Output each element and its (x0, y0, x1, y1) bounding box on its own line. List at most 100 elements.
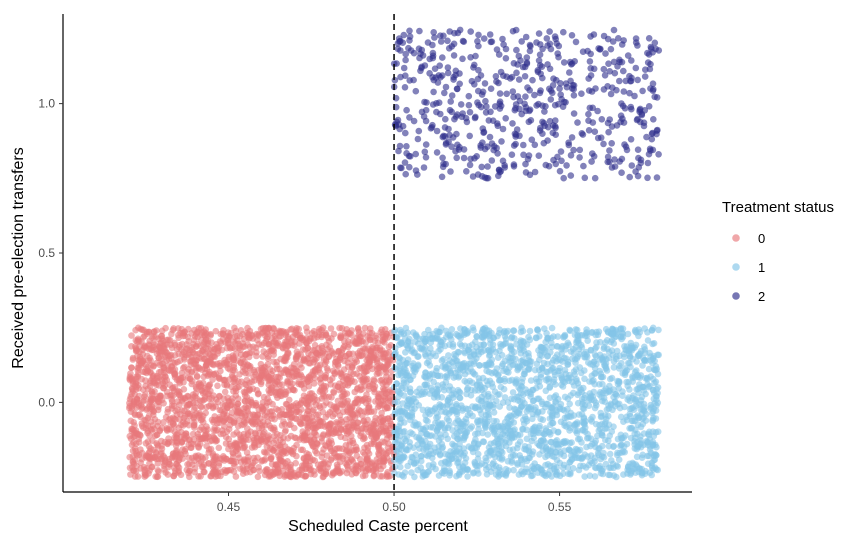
data-point (276, 374, 284, 382)
data-point (496, 90, 504, 97)
data-point (228, 398, 236, 405)
data-point (444, 69, 452, 77)
data-point (454, 366, 462, 374)
data-point (339, 452, 346, 460)
data-point (523, 457, 531, 465)
data-point (485, 393, 492, 400)
data-point (138, 375, 145, 383)
data-point (425, 462, 433, 469)
data-point (281, 428, 289, 436)
data-point (486, 133, 494, 141)
data-point (297, 420, 304, 427)
data-point (196, 397, 204, 404)
data-point (623, 416, 631, 424)
data-point (300, 454, 308, 462)
data-point (605, 60, 612, 67)
data-point (594, 331, 602, 339)
data-point (518, 456, 525, 464)
data-point (644, 174, 651, 182)
data-point (503, 90, 511, 98)
data-point (653, 365, 661, 373)
data-point (233, 412, 240, 419)
data-point (416, 27, 423, 35)
data-point (601, 362, 608, 369)
data-point (349, 362, 356, 369)
data-point (211, 416, 218, 424)
data-point (429, 335, 436, 343)
data-point (411, 419, 419, 426)
data-point (571, 331, 579, 339)
data-point (516, 346, 524, 353)
data-point (620, 88, 628, 95)
data-point (515, 52, 523, 60)
data-point (606, 471, 614, 479)
data-point (292, 355, 300, 363)
data-point (193, 373, 201, 381)
data-point (579, 404, 587, 412)
data-point (174, 358, 181, 366)
data-point (467, 28, 475, 35)
data-point (448, 92, 456, 99)
data-point (383, 377, 390, 384)
data-point (613, 462, 620, 469)
data-point (469, 173, 477, 180)
data-point (131, 473, 139, 480)
data-point (219, 330, 227, 338)
data-point (461, 331, 468, 339)
data-point (435, 424, 442, 431)
data-point (295, 372, 302, 379)
data-point (547, 96, 555, 103)
data-point (302, 460, 309, 467)
data-point (404, 411, 411, 419)
data-point (457, 325, 464, 332)
data-point (269, 426, 277, 433)
data-point (160, 337, 167, 345)
data-point (499, 157, 507, 165)
data-point (325, 425, 333, 433)
data-point (484, 163, 491, 170)
data-point (198, 336, 205, 344)
data-point (208, 339, 215, 346)
data-point (307, 466, 315, 473)
data-point (160, 385, 168, 392)
data-point (141, 469, 149, 477)
data-point (459, 37, 467, 45)
data-point (443, 372, 451, 379)
data-point (168, 330, 175, 338)
data-point (310, 429, 318, 437)
data-point (652, 392, 660, 400)
data-point (374, 369, 382, 376)
data-point (372, 332, 380, 340)
data-point (576, 364, 584, 371)
data-point (454, 435, 461, 442)
data-point (591, 351, 599, 359)
data-point (582, 464, 590, 471)
data-point (184, 401, 192, 409)
data-point (466, 108, 474, 116)
data-point (152, 473, 159, 480)
data-point (150, 425, 158, 433)
data-point (450, 448, 458, 455)
data-point (372, 414, 379, 422)
data-point (318, 434, 326, 442)
data-point (534, 326, 541, 334)
data-point (399, 356, 407, 364)
data-point (144, 438, 152, 445)
data-point (486, 348, 493, 356)
data-point (237, 346, 244, 354)
data-point (591, 358, 598, 365)
data-point (508, 151, 516, 158)
data-point (316, 464, 324, 472)
data-point (372, 420, 380, 428)
data-point (574, 119, 581, 126)
data-point (409, 454, 416, 462)
data-point (259, 329, 266, 337)
data-point (544, 335, 551, 343)
data-point (578, 454, 585, 462)
data-point (330, 425, 338, 433)
data-point (386, 431, 393, 439)
data-point (639, 87, 646, 95)
data-point (286, 396, 293, 404)
data-point (634, 42, 641, 49)
data-point (375, 441, 383, 448)
